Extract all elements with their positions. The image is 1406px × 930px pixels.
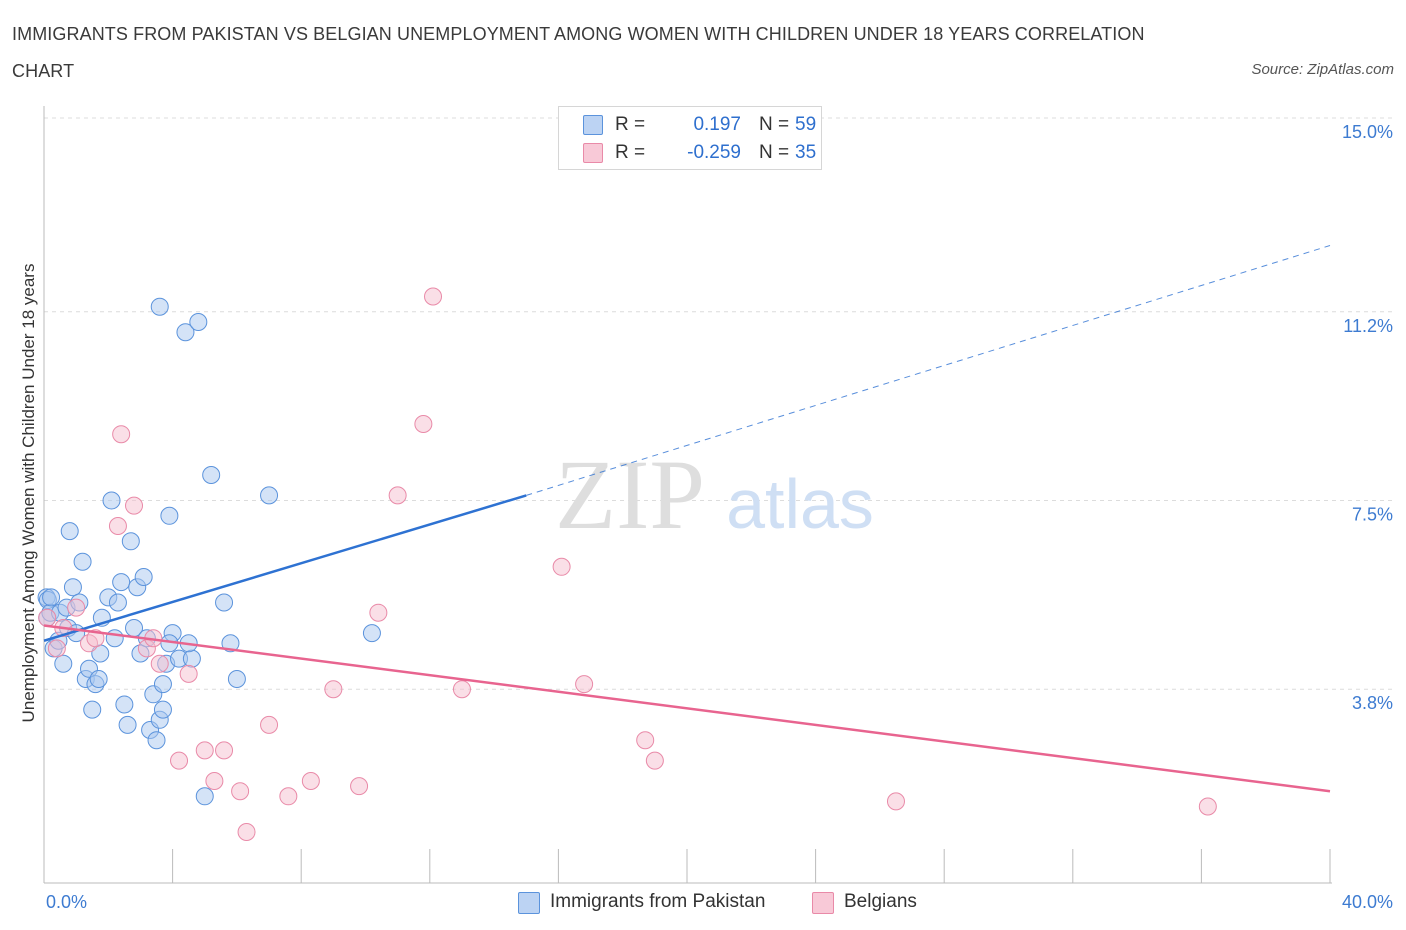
- data-point: [350, 777, 369, 796]
- y-tick-label: 7.5%: [1352, 505, 1393, 525]
- r-label: R =: [615, 114, 646, 135]
- n-label: N =: [759, 114, 790, 135]
- tick-labels: 3.8% 7.5% 11.2% 15.0% 0.0% 40.0%: [46, 122, 1393, 912]
- data-point: [108, 593, 127, 612]
- data-point: [105, 629, 124, 648]
- legend-swatch-pink: [583, 143, 603, 163]
- data-point: [452, 680, 471, 699]
- data-point: [115, 695, 134, 714]
- chart-title: IMMIGRANTS FROM PAKISTAN VS BELGIAN UNEM…: [12, 24, 1145, 81]
- data-point: [260, 715, 279, 734]
- data-point: [153, 700, 172, 719]
- legend-swatch-blue: [583, 115, 603, 135]
- data-point: [179, 664, 198, 683]
- series-pakistan: [37, 297, 381, 806]
- data-point: [54, 654, 73, 673]
- y-tick-label: 3.8%: [1352, 693, 1393, 713]
- trend-line-belgians: [43, 624, 1331, 793]
- data-point: [205, 772, 224, 790]
- data-point: [86, 629, 105, 648]
- data-point: [424, 287, 443, 306]
- data-point: [260, 486, 279, 505]
- legend-label: Belgians: [844, 891, 917, 912]
- trend-line-pakistan: [43, 494, 527, 642]
- data-point: [60, 522, 79, 541]
- watermark-zip: ZIP: [555, 439, 705, 550]
- data-point: [150, 654, 169, 673]
- x-tick-label: 0.0%: [46, 892, 87, 912]
- data-point: [150, 297, 169, 316]
- data-point: [886, 792, 905, 811]
- data-point: [388, 486, 407, 505]
- data-point: [227, 670, 246, 688]
- data-point: [63, 578, 82, 597]
- data-point: [42, 588, 61, 607]
- data-point: [182, 649, 201, 668]
- r-label: R =: [615, 142, 646, 163]
- x-tick-label: 40.0%: [1342, 892, 1393, 912]
- data-point: [83, 700, 102, 719]
- data-point: [1198, 797, 1217, 816]
- data-point: [73, 552, 92, 571]
- data-point: [215, 593, 234, 612]
- data-point: [645, 751, 664, 770]
- data-point: [102, 491, 121, 510]
- data-point: [89, 670, 108, 688]
- n-value: 35: [795, 142, 817, 163]
- data-point: [279, 787, 298, 806]
- data-point: [301, 772, 320, 790]
- r-value: 0.197: [693, 114, 741, 135]
- data-point: [215, 741, 234, 760]
- data-point: [47, 639, 66, 658]
- data-point: [38, 608, 57, 627]
- data-point: [237, 823, 256, 841]
- r-value: -0.259: [687, 142, 741, 163]
- data-point: [176, 323, 195, 342]
- data-point: [362, 624, 381, 643]
- legend-swatch-pink: [812, 892, 834, 914]
- trend-lines: [43, 245, 1331, 793]
- data-point: [202, 466, 221, 484]
- data-point: [195, 741, 214, 760]
- n-value: 59: [795, 114, 817, 135]
- source-label: Source: ZipAtlas.com: [1251, 61, 1394, 78]
- y-axis-label: Unemployment Among Women with Children U…: [19, 264, 38, 723]
- legend-label: Immigrants from Pakistan: [550, 891, 766, 912]
- grid-lines: [44, 117, 1395, 690]
- series-belgians: [38, 287, 1217, 841]
- data-point: [636, 731, 655, 750]
- data-point: [575, 675, 594, 694]
- data-point: [112, 425, 131, 444]
- n-label: N =: [759, 142, 790, 163]
- data-point: [324, 680, 343, 699]
- trend-line-pakistan-extension: [526, 245, 1331, 496]
- data-point: [170, 751, 189, 770]
- y-tick-label: 11.2%: [1343, 316, 1393, 336]
- data-point: [147, 731, 166, 750]
- data-point: [112, 573, 131, 592]
- data-point: [231, 782, 250, 801]
- y-tick-label: 15.0%: [1342, 122, 1393, 142]
- watermark-atlas: atlas: [726, 465, 874, 543]
- legend-swatch-blue: [518, 892, 540, 914]
- data-point: [195, 787, 214, 806]
- data-point: [160, 506, 179, 525]
- data-point: [189, 313, 208, 331]
- axes: [43, 106, 1332, 884]
- data-point: [108, 517, 127, 535]
- data-point: [369, 603, 388, 622]
- data-point: [134, 568, 153, 586]
- watermark: ZIP atlas: [555, 439, 874, 550]
- data-point: [221, 634, 240, 653]
- data-point: [121, 532, 140, 551]
- stats-legend: R = 0.197 N = 59 R = -0.259 N = 35: [558, 106, 822, 170]
- data-point: [118, 715, 137, 734]
- data-point: [552, 557, 571, 576]
- data-point: [67, 598, 86, 617]
- data-point: [125, 496, 144, 515]
- data-point: [153, 675, 172, 694]
- data-point: [414, 415, 433, 433]
